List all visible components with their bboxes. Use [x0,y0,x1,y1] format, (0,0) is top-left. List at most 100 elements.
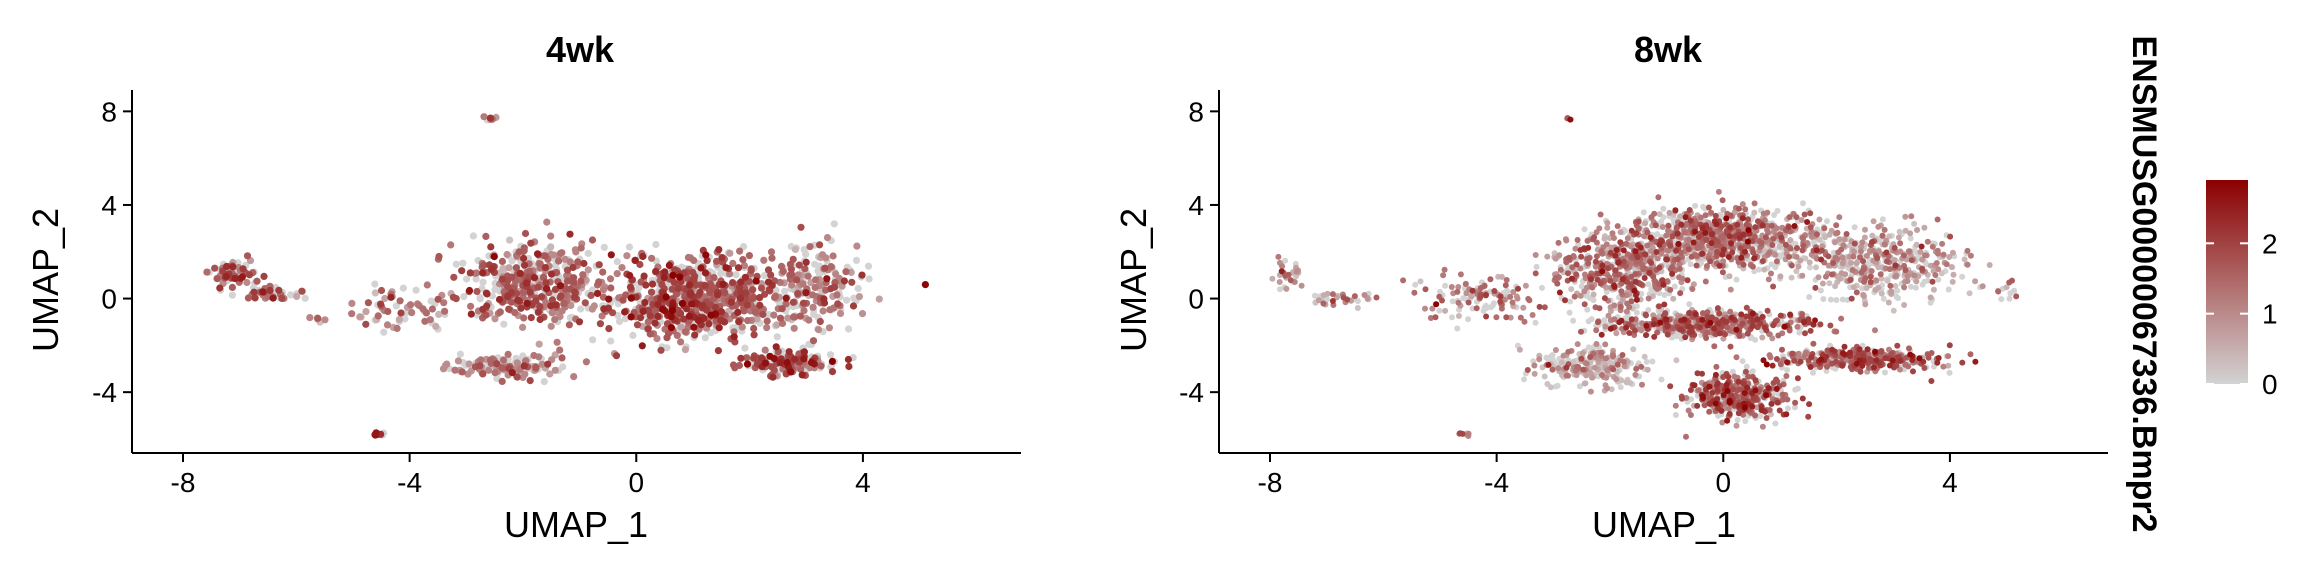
data-point [649,281,656,288]
data-point [1618,378,1624,384]
y-tick-label: 8 [101,96,117,127]
data-point [1728,344,1734,350]
data-point [479,370,486,377]
data-point [524,300,531,307]
data-point [589,236,596,243]
data-point [1767,352,1773,358]
data-point [1558,267,1564,273]
data-point [1589,375,1595,381]
data-point [1595,319,1601,325]
data-point [666,262,673,269]
data-point [1533,320,1539,326]
data-point [821,265,828,272]
data-point [739,256,746,263]
data-point [1683,434,1689,440]
data-point [245,294,252,301]
data-point [321,316,328,323]
data-point [577,278,584,285]
data-point [466,360,473,367]
data-point [1753,377,1759,383]
data-point [558,354,565,361]
data-point [648,289,655,296]
data-point [1854,289,1860,295]
data-point [675,285,682,292]
data-point [1688,261,1694,267]
data-point [1617,239,1623,245]
data-point [1673,403,1679,409]
data-point [758,285,765,292]
data-point [1580,350,1586,356]
data-point [1709,390,1715,396]
data-point [790,256,797,263]
data-point [270,295,277,302]
data-point [800,355,807,362]
data-point [728,299,735,306]
data-point [564,278,571,285]
data-point [1913,278,1919,284]
data-point [1826,280,1832,286]
data-point [1533,270,1539,276]
data-point [1840,260,1846,266]
data-point [496,296,503,303]
data-point [687,291,694,298]
data-point [1770,236,1776,242]
data-point [1655,194,1661,200]
data-point [1555,365,1561,371]
data-point [1587,354,1593,360]
data-point [752,309,759,316]
data-point [1833,329,1839,335]
data-point [534,250,541,257]
data-point [1928,378,1934,384]
data-point [1503,314,1509,320]
data-point [1642,251,1648,257]
data-point [1635,254,1641,260]
data-point [435,296,442,303]
data-point [229,292,236,299]
data-point [1582,272,1588,278]
data-point [639,342,646,349]
data-point [470,232,477,239]
data-point [2013,293,2019,299]
data-point [632,257,639,264]
data-point [1602,236,1608,242]
data-point [1667,242,1673,248]
data-point [792,246,799,253]
data-point [802,289,809,296]
data-point [1980,283,1986,289]
data-point [216,284,223,291]
data-point [487,243,494,250]
data-point [1618,229,1624,235]
data-point [509,369,516,376]
data-point [1474,305,1480,311]
data-point [1723,319,1729,325]
data-point [511,309,518,316]
data-point [601,244,608,251]
data-point [1460,431,1466,437]
data-point [1578,356,1584,362]
data-point [850,302,857,309]
data-point [797,224,804,231]
data-point [1685,277,1691,283]
data-point [1805,414,1811,420]
data-point [1572,294,1578,300]
data-point [1325,291,1331,297]
data-point [1950,250,1956,256]
data-point [619,297,626,304]
data-point [1667,383,1673,389]
data-point [500,356,507,363]
data-point [1613,376,1619,382]
y-tick-label: 4 [101,190,117,221]
data-point [1706,409,1712,415]
data-point [536,341,543,348]
data-point [1869,233,1875,239]
data-point [375,312,382,319]
data-point [1504,277,1510,283]
data-point [1584,361,1590,367]
data-point [1559,360,1565,366]
data-point [306,314,313,321]
data-point [827,263,834,270]
data-point [1763,234,1769,240]
data-point [519,324,526,331]
data-point [777,359,784,366]
